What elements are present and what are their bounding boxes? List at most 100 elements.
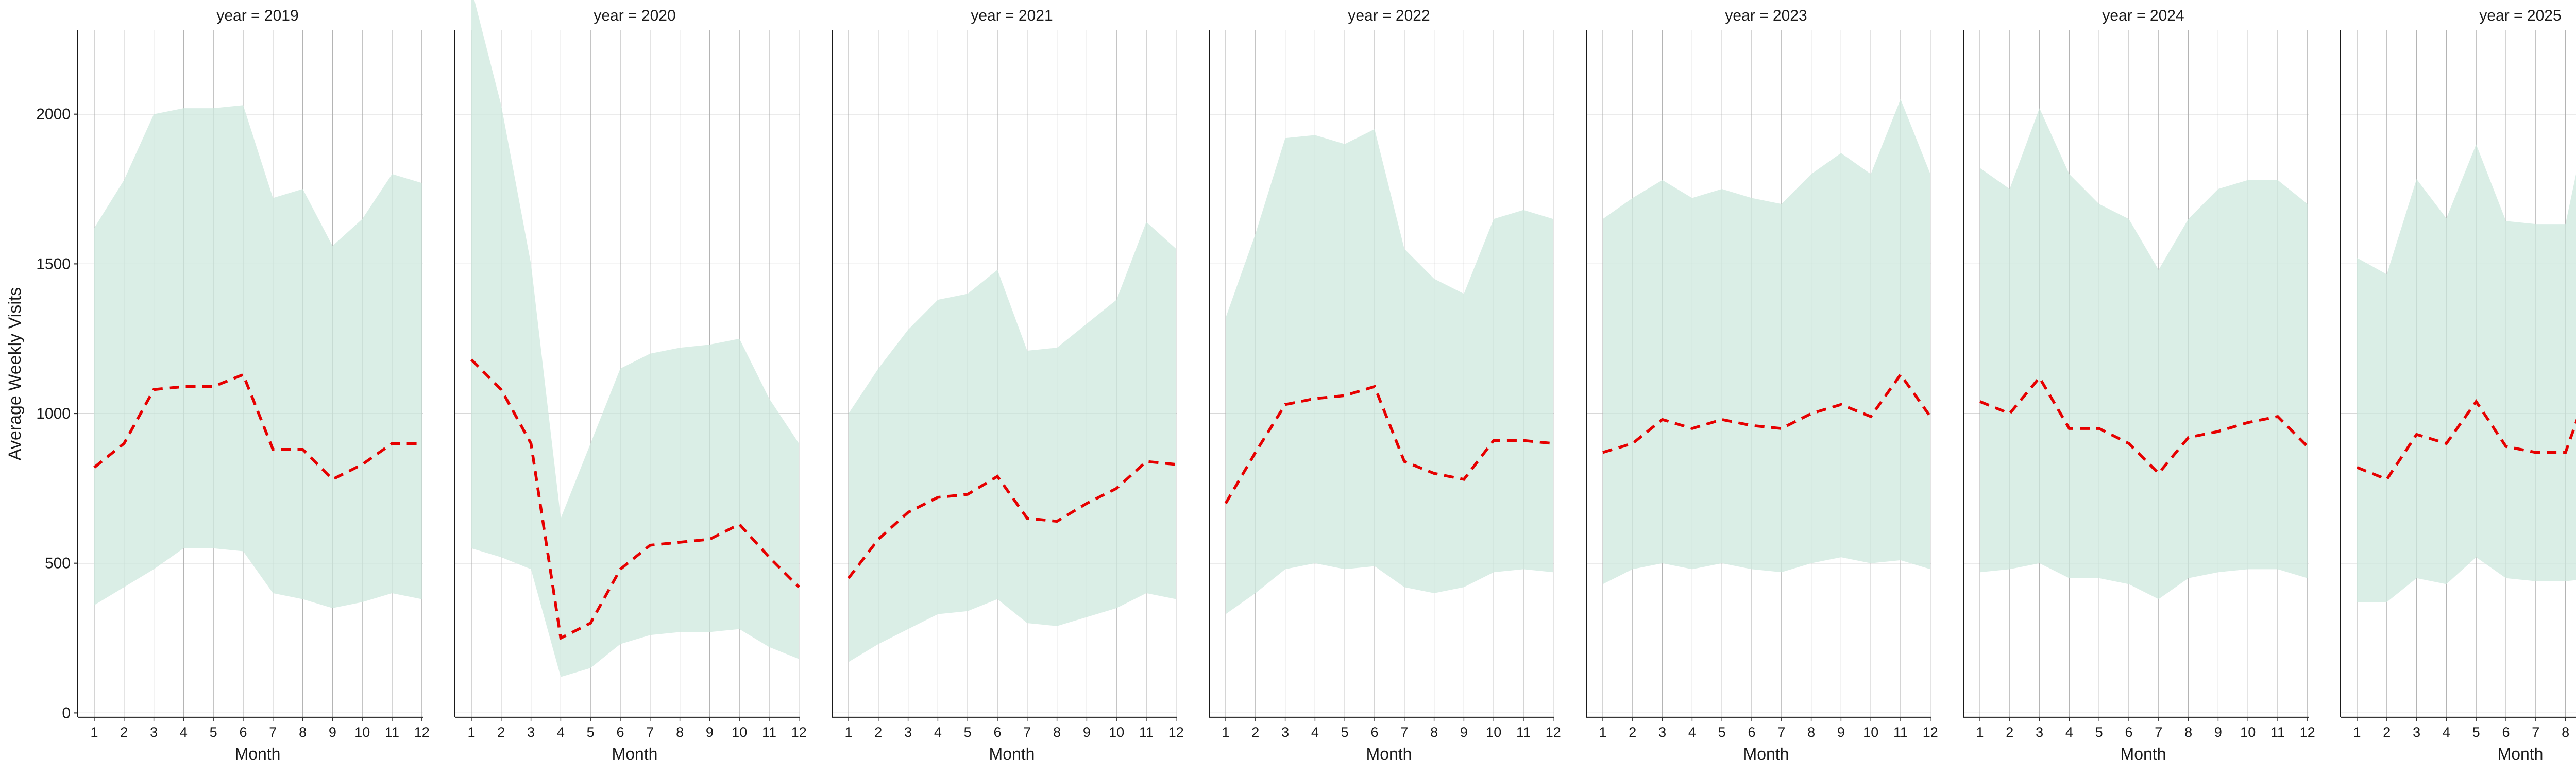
svg-text:7: 7: [1023, 725, 1031, 740]
svg-text:year = 2022: year = 2022: [1348, 7, 1430, 24]
svg-text:Average Weekly Visits: Average Weekly Visits: [5, 287, 25, 460]
svg-text:8: 8: [1053, 725, 1061, 740]
svg-text:8: 8: [1807, 725, 1815, 740]
svg-text:4: 4: [934, 725, 942, 740]
svg-text:2: 2: [2006, 725, 2013, 740]
svg-text:3: 3: [150, 725, 158, 740]
svg-text:4: 4: [2065, 725, 2073, 740]
svg-text:2: 2: [874, 725, 882, 740]
svg-text:Month: Month: [235, 745, 281, 763]
svg-text:0: 0: [62, 704, 71, 721]
svg-text:7: 7: [2155, 725, 2162, 740]
svg-text:Month: Month: [989, 745, 1035, 763]
svg-text:year = 2020: year = 2020: [594, 7, 675, 24]
svg-text:4: 4: [1688, 725, 1696, 740]
svg-text:4: 4: [557, 725, 565, 740]
svg-text:Month: Month: [1366, 745, 1412, 763]
svg-text:3: 3: [1658, 725, 1666, 740]
svg-text:5: 5: [587, 725, 595, 740]
svg-text:7: 7: [269, 725, 277, 740]
svg-text:7: 7: [2532, 725, 2539, 740]
svg-text:1500: 1500: [36, 255, 71, 272]
svg-text:9: 9: [706, 725, 714, 740]
svg-text:Month: Month: [2498, 745, 2544, 763]
svg-text:1: 1: [1976, 725, 1984, 740]
svg-text:Month: Month: [1743, 745, 1789, 763]
svg-text:1: 1: [1222, 725, 1229, 740]
svg-text:8: 8: [2562, 725, 2569, 740]
svg-text:8: 8: [299, 725, 307, 740]
svg-text:9: 9: [329, 725, 336, 740]
svg-text:10: 10: [1486, 725, 1501, 740]
svg-text:3: 3: [904, 725, 912, 740]
svg-text:8: 8: [2184, 725, 2192, 740]
svg-text:6: 6: [1748, 725, 1755, 740]
svg-text:8: 8: [676, 725, 684, 740]
svg-text:10: 10: [1863, 725, 1878, 740]
svg-text:11: 11: [1893, 725, 1908, 740]
svg-text:1000: 1000: [36, 405, 71, 422]
svg-text:7: 7: [1777, 725, 1785, 740]
svg-text:year = 2025: year = 2025: [2479, 7, 2561, 24]
svg-text:9: 9: [1837, 725, 1845, 740]
svg-text:12: 12: [2300, 725, 2315, 740]
svg-text:12: 12: [791, 725, 807, 740]
svg-text:2: 2: [497, 725, 505, 740]
svg-text:6: 6: [2125, 725, 2132, 740]
svg-text:1: 1: [844, 725, 852, 740]
svg-text:1: 1: [90, 725, 98, 740]
svg-text:2: 2: [120, 725, 128, 740]
svg-text:10: 10: [1109, 725, 1124, 740]
svg-text:1: 1: [2353, 725, 2361, 740]
svg-text:4: 4: [180, 725, 188, 740]
svg-text:year = 2021: year = 2021: [971, 7, 1053, 24]
svg-text:4: 4: [2443, 725, 2450, 740]
svg-text:1: 1: [1599, 725, 1606, 740]
svg-text:3: 3: [527, 725, 535, 740]
svg-text:7: 7: [646, 725, 654, 740]
svg-text:5: 5: [210, 725, 217, 740]
svg-text:5: 5: [2472, 725, 2480, 740]
svg-text:10: 10: [2240, 725, 2256, 740]
svg-text:9: 9: [1460, 725, 1468, 740]
svg-text:2: 2: [2383, 725, 2391, 740]
svg-text:11: 11: [385, 725, 399, 740]
svg-text:8: 8: [1430, 725, 1438, 740]
svg-text:2: 2: [1629, 725, 1636, 740]
svg-text:3: 3: [2413, 725, 2420, 740]
svg-text:year = 2023: year = 2023: [1725, 7, 1807, 24]
svg-text:6: 6: [2502, 725, 2510, 740]
svg-text:5: 5: [2095, 725, 2103, 740]
svg-text:9: 9: [2214, 725, 2222, 740]
svg-text:6: 6: [993, 725, 1001, 740]
svg-text:10: 10: [354, 725, 370, 740]
svg-text:1: 1: [467, 725, 475, 740]
svg-text:year = 2019: year = 2019: [216, 7, 298, 24]
svg-text:9: 9: [1083, 725, 1091, 740]
svg-text:Month: Month: [612, 745, 658, 763]
svg-text:6: 6: [239, 725, 247, 740]
svg-text:4: 4: [1311, 725, 1319, 740]
svg-text:5: 5: [1718, 725, 1726, 740]
svg-text:10: 10: [732, 725, 747, 740]
svg-text:5: 5: [964, 725, 972, 740]
svg-text:12: 12: [414, 725, 430, 740]
svg-text:5: 5: [1341, 725, 1349, 740]
svg-text:12: 12: [1546, 725, 1561, 740]
svg-text:7: 7: [1400, 725, 1408, 740]
svg-text:11: 11: [762, 725, 776, 740]
svg-text:11: 11: [1516, 725, 1531, 740]
svg-text:11: 11: [2270, 725, 2285, 740]
svg-text:6: 6: [616, 725, 624, 740]
svg-text:12: 12: [1923, 725, 1938, 740]
svg-text:year = 2024: year = 2024: [2102, 7, 2184, 24]
svg-text:500: 500: [45, 555, 71, 572]
svg-text:Month: Month: [2121, 745, 2166, 763]
svg-text:12: 12: [1168, 725, 1184, 740]
svg-text:6: 6: [1370, 725, 1378, 740]
svg-text:3: 3: [2036, 725, 2043, 740]
svg-text:11: 11: [1139, 725, 1154, 740]
svg-text:3: 3: [1281, 725, 1289, 740]
svg-text:2: 2: [1251, 725, 1259, 740]
svg-text:2000: 2000: [36, 106, 71, 123]
